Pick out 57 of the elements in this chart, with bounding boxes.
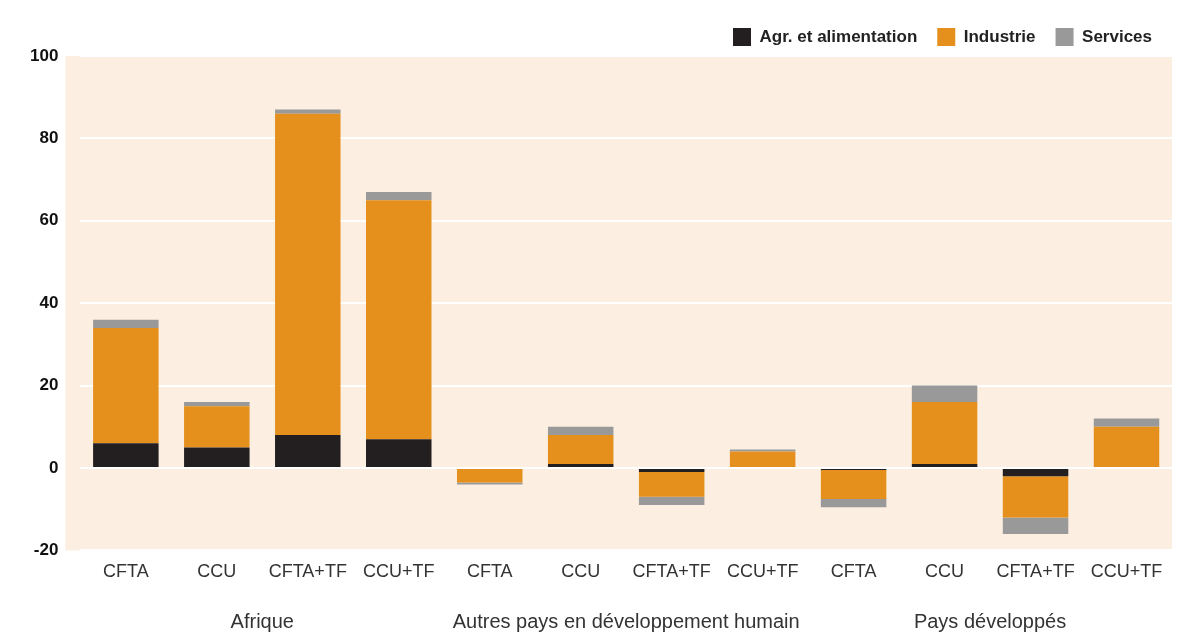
bar: [275, 435, 341, 467]
x-tick-label: CFTA+TF: [268, 561, 347, 582]
bar: [456, 482, 523, 485]
bar: [184, 447, 250, 467]
bar: [547, 435, 614, 464]
y-tick-label: 100: [29, 45, 59, 65]
bar: [911, 402, 978, 464]
bar: [456, 469, 523, 483]
bar: [729, 449, 796, 452]
bar: [820, 498, 887, 508]
x-tick-label: CCU: [561, 561, 601, 582]
x-tick-label: CFTA+TF: [996, 561, 1075, 582]
bar: [1002, 517, 1069, 534]
bar: [638, 496, 705, 506]
legend-label: Services: [1082, 26, 1152, 46]
bar: [366, 191, 432, 201]
bar: [911, 385, 978, 403]
bar: [638, 472, 705, 497]
x-tick-label: CCU+TF: [363, 561, 435, 582]
x-tick-label: CCU: [197, 561, 237, 582]
bar: [547, 426, 614, 436]
x-tick-label: CCU+TF: [1090, 561, 1163, 582]
y-tick-label: -20: [33, 540, 59, 560]
bar: [184, 402, 250, 407]
bar: [820, 470, 887, 499]
legend-label: Industrie: [963, 26, 1036, 46]
bar: [93, 327, 159, 444]
bar: [366, 439, 432, 467]
bar: [184, 406, 250, 448]
bar: [93, 319, 159, 328]
bar: [275, 113, 341, 436]
x-tick-label: CCU: [925, 561, 965, 582]
text: Autres pays en développement humain: [452, 609, 800, 632]
legend-label: Agr. et alimentation: [759, 26, 918, 46]
y-tick-label: 20: [39, 375, 59, 395]
x-tick-label: CFTA+TF: [632, 561, 711, 582]
text: Afrique: [230, 609, 294, 632]
x-tick-label: CCU+TF: [726, 561, 799, 582]
bar: [729, 451, 796, 467]
y-tick-label: 80: [39, 128, 59, 148]
y-tick-label: 40: [39, 292, 59, 312]
bar: [1093, 426, 1160, 467]
bar: [1002, 469, 1069, 477]
text: Pays développés: [913, 609, 1067, 632]
y-tick-label: 60: [39, 210, 59, 230]
bar: [366, 200, 432, 440]
x-tick-label: CFTA: [466, 561, 513, 582]
x-tick-label: CFTA: [103, 561, 149, 582]
bar: [275, 109, 341, 114]
bar: [911, 463, 978, 467]
bar: [547, 463, 614, 467]
bar: [1002, 476, 1069, 518]
bar: [93, 443, 159, 467]
bar: [1093, 418, 1160, 427]
x-tick-label: CFTA: [830, 561, 877, 582]
bar: [638, 469, 705, 473]
y-tick-label: 0: [48, 457, 59, 477]
